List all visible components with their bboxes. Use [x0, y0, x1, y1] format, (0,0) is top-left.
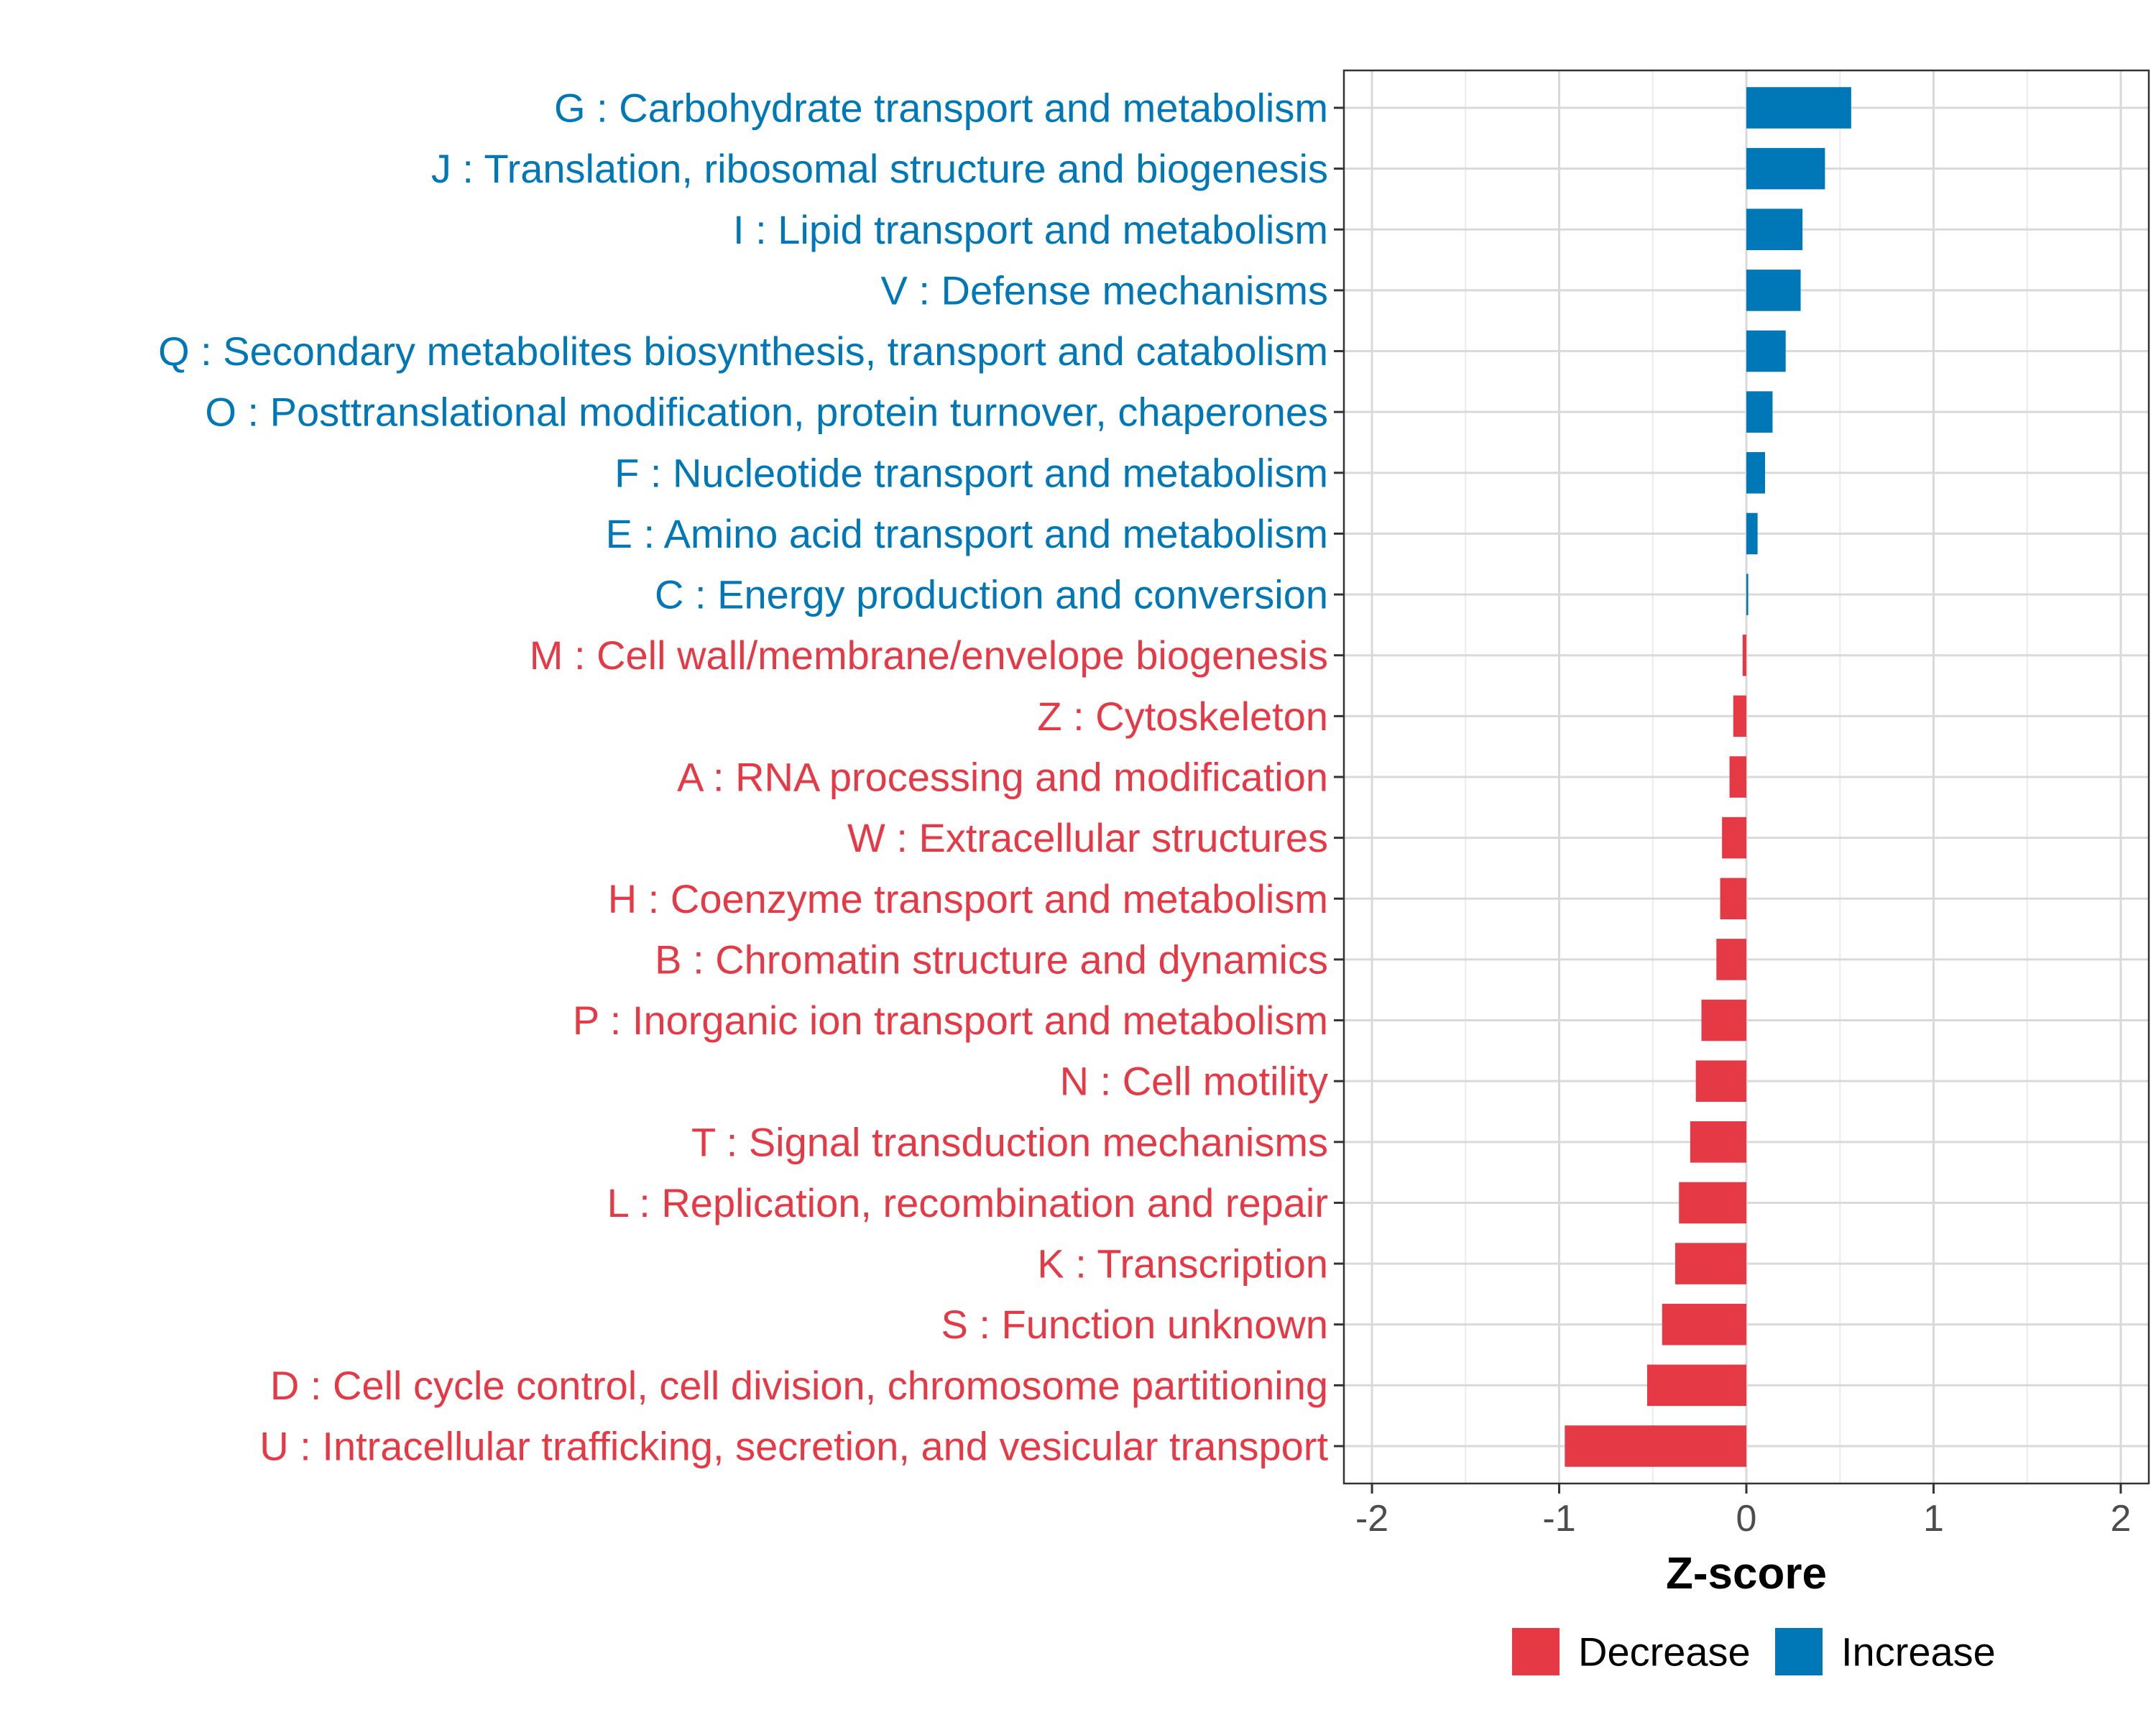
bar — [1690, 1121, 1746, 1163]
legend-swatch-decrease — [1512, 1628, 1560, 1675]
bar — [1746, 391, 1773, 433]
bar — [1679, 1182, 1746, 1224]
y-category-label: L : Replication, recombination and repai… — [607, 1180, 1328, 1225]
x-tick-label: -2 — [1355, 1498, 1388, 1540]
bar — [1662, 1303, 1746, 1346]
y-category-label: W : Extracellular structures — [847, 815, 1328, 860]
y-category-label: A : RNA processing and modification — [677, 755, 1328, 800]
bars — [1565, 87, 1851, 1467]
x-tick-label: 1 — [1923, 1498, 1944, 1540]
x-axis-ticks: -2 -1 0 1 2 — [1355, 1484, 2131, 1540]
bar — [1746, 270, 1801, 311]
y-category-label: Z : Cytoskeleton — [1037, 694, 1328, 739]
bar — [1746, 208, 1803, 251]
bar — [1746, 512, 1758, 555]
x-axis-title: Z-score — [1666, 1549, 1827, 1598]
bar — [1742, 634, 1746, 676]
bar — [1716, 939, 1746, 980]
y-category-label: J : Translation, ribosomal structure and… — [431, 146, 1328, 191]
y-category-label: C : Energy production and conversion — [655, 572, 1328, 617]
y-category-label: G : Carbohydrate transport and metabolis… — [554, 86, 1328, 131]
bar — [1646, 1364, 1746, 1407]
y-axis-category-labels: G : Carbohydrate transport and metabolis… — [158, 86, 1328, 1469]
y-category-label: H : Coenzyme transport and metabolism — [608, 876, 1328, 921]
x-tick-label: 0 — [1736, 1498, 1757, 1540]
y-category-label: P : Inorganic ion transport and metaboli… — [573, 998, 1328, 1043]
y-category-label: N : Cell motility — [1060, 1059, 1328, 1104]
y-category-label: D : Cell cycle control, cell division, c… — [270, 1363, 1328, 1408]
y-category-label: Q : Secondary metabolites biosynthesis, … — [158, 328, 1328, 374]
y-category-label: O : Posttranslational modification, prot… — [205, 390, 1328, 435]
y-category-label: V : Defense mechanisms — [881, 267, 1328, 313]
y-category-label: K : Transcription — [1037, 1241, 1328, 1287]
y-category-label: I : Lipid transport and metabolism — [733, 207, 1328, 252]
y-category-label: F : Nucleotide transport and metabolism — [614, 450, 1328, 495]
legend: Decrease Increase — [1512, 1628, 1996, 1675]
x-tick-label: -1 — [1542, 1498, 1575, 1540]
legend-label-decrease: Decrease — [1578, 1629, 1751, 1675]
bar — [1729, 756, 1746, 798]
bar — [1746, 147, 1825, 190]
y-category-label: M : Cell wall/membrane/envelope biogenes… — [530, 632, 1328, 678]
y-category-label: S : Function unknown — [941, 1302, 1328, 1347]
bar — [1746, 330, 1786, 372]
bar — [1746, 87, 1851, 129]
y-category-label: B : Chromatin structure and dynamics — [655, 937, 1328, 982]
bar — [1733, 695, 1746, 737]
bar — [1722, 816, 1746, 859]
legend-label-increase: Increase — [1841, 1629, 1996, 1675]
y-category-label: U : Intracellular trafficking, secretion… — [259, 1424, 1328, 1469]
y-category-label: T : Signal transduction mechanisms — [691, 1119, 1328, 1164]
bar — [1746, 452, 1766, 494]
bar — [1675, 1243, 1746, 1284]
bar — [1720, 878, 1746, 920]
legend-swatch-increase — [1775, 1628, 1823, 1675]
y-axis-ticks — [1334, 106, 1344, 1448]
bar — [1695, 1060, 1746, 1102]
bar — [1746, 574, 1749, 615]
bar — [1565, 1425, 1746, 1467]
x-tick-label: 2 — [2110, 1498, 2131, 1540]
bar — [1701, 999, 1746, 1041]
y-category-label: E : Amino acid transport and metabolism — [606, 511, 1328, 556]
